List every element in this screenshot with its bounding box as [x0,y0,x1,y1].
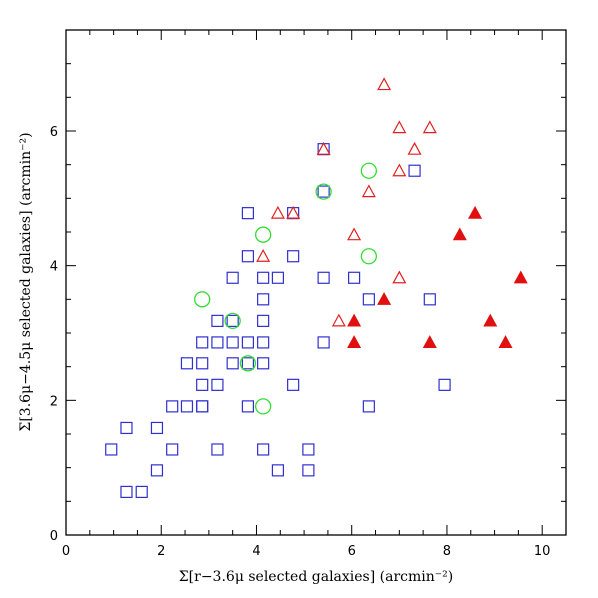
square-marker [196,378,209,391]
y-tick-label: 6 [50,125,58,140]
triangle-marker [392,270,407,284]
square-marker [196,400,209,413]
square-marker [257,443,270,456]
square-marker [257,293,270,306]
axis-tick-labels: 0 2 4 6 8 10 0 2 4 6 [50,125,551,559]
axis-ticks [65,29,567,536]
triangle-marker [422,120,437,134]
square-marker [257,314,270,327]
filled-triangle-marker [498,335,513,349]
circle-marker [315,183,332,200]
circle-marker [254,226,272,243]
triangle-marker [256,248,271,262]
square-marker [211,443,224,456]
triangle-marker [361,184,376,198]
square-marker [257,357,270,370]
triangle-marker [286,205,301,219]
square-marker [438,378,451,391]
square-marker [211,378,224,391]
square-marker [226,314,239,327]
circle-marker [239,355,257,372]
square-marker [287,250,300,263]
square-marker [241,400,255,413]
triangle-marker [316,141,331,155]
x-tick-label: 8 [443,544,451,559]
square-marker [271,464,285,477]
square-marker [166,400,179,413]
y-tick-label: 4 [50,260,58,275]
filled-triangle-marker [452,227,467,241]
square-marker [317,271,330,284]
triangle-marker [407,141,422,155]
square-marker [241,357,255,370]
triangle-marker [377,77,392,91]
square-marker [180,400,194,413]
square-marker [257,271,270,284]
triangle-marker [392,163,407,177]
filled-triangle-marker [483,313,498,327]
square-marker [241,207,255,220]
square-marker [226,357,239,370]
filled-triangle-marker [377,292,392,305]
square-marker [120,485,133,499]
square-marker [120,421,133,435]
circle-marker [254,398,272,415]
square-marker [150,464,164,477]
filled-triangle-marker [347,313,362,327]
filled-triangle-marker [468,205,483,219]
x-axis-label: Σ[r−3.6μ selected galaxies] (arcmin⁻²) [179,569,453,585]
triangle-marker [270,205,285,219]
triangle-marker [331,313,346,327]
circle-marker [360,248,378,265]
square-marker [180,357,194,370]
x-tick-label: 4 [252,544,260,559]
square-marker [226,336,239,349]
filled-triangle-marker [347,335,362,349]
square-marker [196,400,209,413]
square-marker [226,271,239,284]
square-marker [211,314,224,327]
square-marker [196,357,209,370]
square-marker [347,271,361,284]
square-marker [302,443,315,456]
circle-marker [194,291,211,308]
square-marker [166,443,179,456]
square-marker [317,185,330,198]
x-tick-label: 2 [157,544,165,559]
filled-triangle-marker [422,335,437,349]
circle-marker [224,312,241,330]
y-tick-label: 0 [50,529,58,544]
y-tick-label: 2 [50,394,58,409]
x-tick-label: 0 [62,544,70,559]
y-axis-label: Σ[3.6μ−4.5μ selected galaxies] (arcmin⁻²… [18,132,34,431]
triangle-marker [347,227,362,241]
square-marker [271,271,285,284]
square-marker [287,378,300,391]
square-marker [211,336,224,349]
square-marker [196,336,209,349]
square-marker [241,250,255,263]
data-points [105,77,528,499]
square-marker [135,485,148,499]
square-marker [408,164,421,177]
square-marker [105,443,118,456]
square-marker [241,336,255,349]
square-marker [317,336,330,349]
plot-frame [65,29,567,536]
circle-marker [360,162,378,179]
square-marker [362,400,375,413]
square-marker [257,336,270,349]
x-tick-label: 6 [348,544,356,559]
square-marker [150,421,164,435]
x-tick-label: 10 [534,544,551,559]
square-marker [302,464,315,477]
filled-triangle-marker [513,270,528,284]
triangle-marker [392,120,407,134]
square-marker [423,293,436,306]
square-marker [362,293,375,306]
